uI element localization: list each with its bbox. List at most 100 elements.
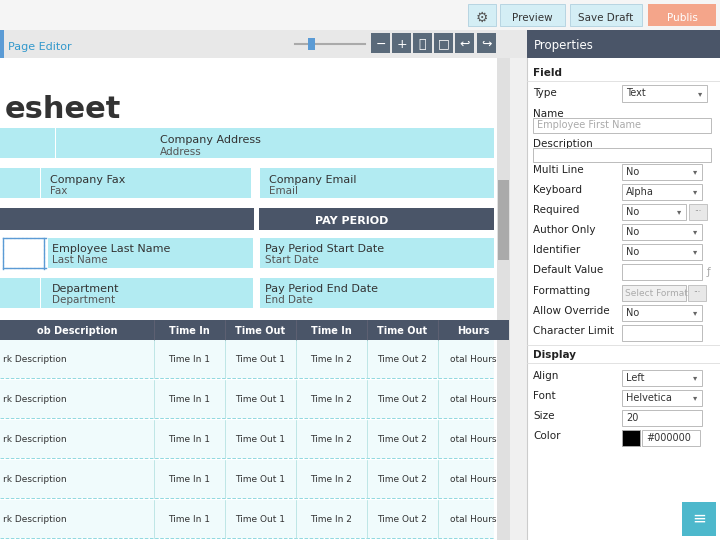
Bar — [622, 285, 686, 301]
Text: Time Out: Time Out — [377, 326, 428, 336]
Text: Time In 1: Time In 1 — [168, 395, 210, 403]
Bar — [0, 30, 4, 58]
Text: ⧉: ⧉ — [419, 37, 426, 51]
Text: Font: Font — [533, 391, 556, 401]
Bar — [527, 58, 720, 540]
Bar — [497, 58, 510, 540]
Bar — [622, 224, 702, 240]
Text: rk Description: rk Description — [3, 475, 67, 483]
Text: ▾: ▾ — [693, 187, 697, 197]
Text: ▾: ▾ — [693, 394, 697, 402]
Text: rk Description: rk Description — [3, 354, 67, 363]
Text: Allow Override: Allow Override — [533, 306, 610, 316]
Bar — [225, 320, 296, 340]
Bar — [0, 500, 494, 538]
Text: ▾: ▾ — [677, 207, 681, 217]
Bar — [0, 0, 720, 30]
Text: Alpha: Alpha — [626, 187, 654, 197]
Text: Required: Required — [533, 205, 580, 215]
Text: ▾: ▾ — [693, 374, 697, 382]
Bar — [260, 278, 494, 308]
Text: ▾: ▾ — [693, 247, 697, 256]
Text: esheet: esheet — [5, 96, 122, 125]
Text: Display: Display — [533, 350, 576, 360]
Text: Email: Email — [269, 186, 298, 196]
Text: Time In 1: Time In 1 — [168, 435, 210, 443]
Bar — [41, 278, 253, 308]
Bar — [0, 320, 154, 340]
Bar — [371, 33, 390, 53]
Bar — [367, 320, 438, 340]
Text: Time In 1: Time In 1 — [168, 354, 210, 363]
Bar — [296, 320, 367, 340]
Text: End Date: End Date — [265, 295, 313, 305]
Bar — [41, 168, 251, 198]
Bar — [0, 168, 40, 198]
Bar — [477, 33, 496, 53]
Text: Multi Line: Multi Line — [533, 165, 584, 175]
Text: Time Out 1: Time Out 1 — [235, 354, 286, 363]
Bar — [498, 180, 509, 260]
Bar — [259, 208, 494, 230]
Text: Time Out 2: Time Out 2 — [377, 395, 428, 403]
Text: Time In 2: Time In 2 — [310, 475, 352, 483]
Text: rk Description: rk Description — [3, 395, 67, 403]
Text: Time Out 2: Time Out 2 — [377, 515, 428, 523]
Text: otal Hours: otal Hours — [450, 475, 497, 483]
Bar — [434, 33, 453, 53]
Text: No: No — [626, 167, 639, 177]
Bar — [648, 4, 716, 26]
Text: Department: Department — [52, 295, 115, 305]
Text: Company Email: Company Email — [269, 175, 356, 185]
Text: ···: ··· — [694, 207, 701, 217]
Text: +: + — [396, 37, 407, 51]
Bar — [622, 204, 686, 220]
Bar — [438, 320, 509, 340]
Text: Helvetica: Helvetica — [626, 393, 672, 403]
Text: ▾: ▾ — [693, 227, 697, 237]
Bar — [622, 85, 707, 102]
Bar — [622, 244, 702, 260]
Text: Hours: Hours — [457, 326, 490, 336]
Text: Time In: Time In — [311, 326, 352, 336]
Bar — [0, 208, 254, 230]
Bar — [533, 118, 711, 133]
Text: Select Format: Select Format — [625, 288, 688, 298]
Text: Start Date: Start Date — [265, 255, 319, 265]
Text: Time Out 2: Time Out 2 — [377, 354, 428, 363]
Text: Color: Color — [533, 431, 560, 441]
Bar — [0, 420, 494, 458]
Text: Time Out 1: Time Out 1 — [235, 475, 286, 483]
Bar — [622, 184, 702, 200]
Text: ≡: ≡ — [692, 510, 706, 528]
Text: Publis: Publis — [667, 13, 698, 23]
Bar — [48, 238, 253, 268]
Text: Properties: Properties — [534, 39, 594, 52]
Text: Time Out 1: Time Out 1 — [235, 435, 286, 443]
Bar — [260, 168, 494, 198]
Text: ▾: ▾ — [693, 308, 697, 318]
Text: Time In 2: Time In 2 — [310, 435, 352, 443]
Bar — [392, 33, 411, 53]
Text: Fax: Fax — [50, 186, 68, 196]
Bar — [622, 370, 702, 386]
Text: Pay Period End Date: Pay Period End Date — [265, 284, 378, 294]
Bar — [260, 238, 494, 268]
Text: Description: Description — [533, 139, 593, 149]
Text: ···: ··· — [693, 288, 701, 298]
Text: Preview: Preview — [512, 13, 552, 23]
Text: Company Address: Company Address — [160, 135, 261, 145]
Bar — [0, 30, 720, 58]
Text: −: − — [375, 37, 386, 51]
Text: ▾: ▾ — [698, 89, 702, 98]
Text: No: No — [626, 207, 639, 217]
Text: ▾: ▾ — [693, 167, 697, 177]
Text: Time Out 2: Time Out 2 — [377, 475, 428, 483]
Bar — [500, 4, 565, 26]
Bar — [455, 33, 474, 53]
Bar — [682, 502, 716, 536]
Text: Character Limit: Character Limit — [533, 326, 614, 336]
Text: Company Fax: Company Fax — [50, 175, 125, 185]
Text: No: No — [626, 308, 639, 318]
Text: Left: Left — [626, 373, 644, 383]
